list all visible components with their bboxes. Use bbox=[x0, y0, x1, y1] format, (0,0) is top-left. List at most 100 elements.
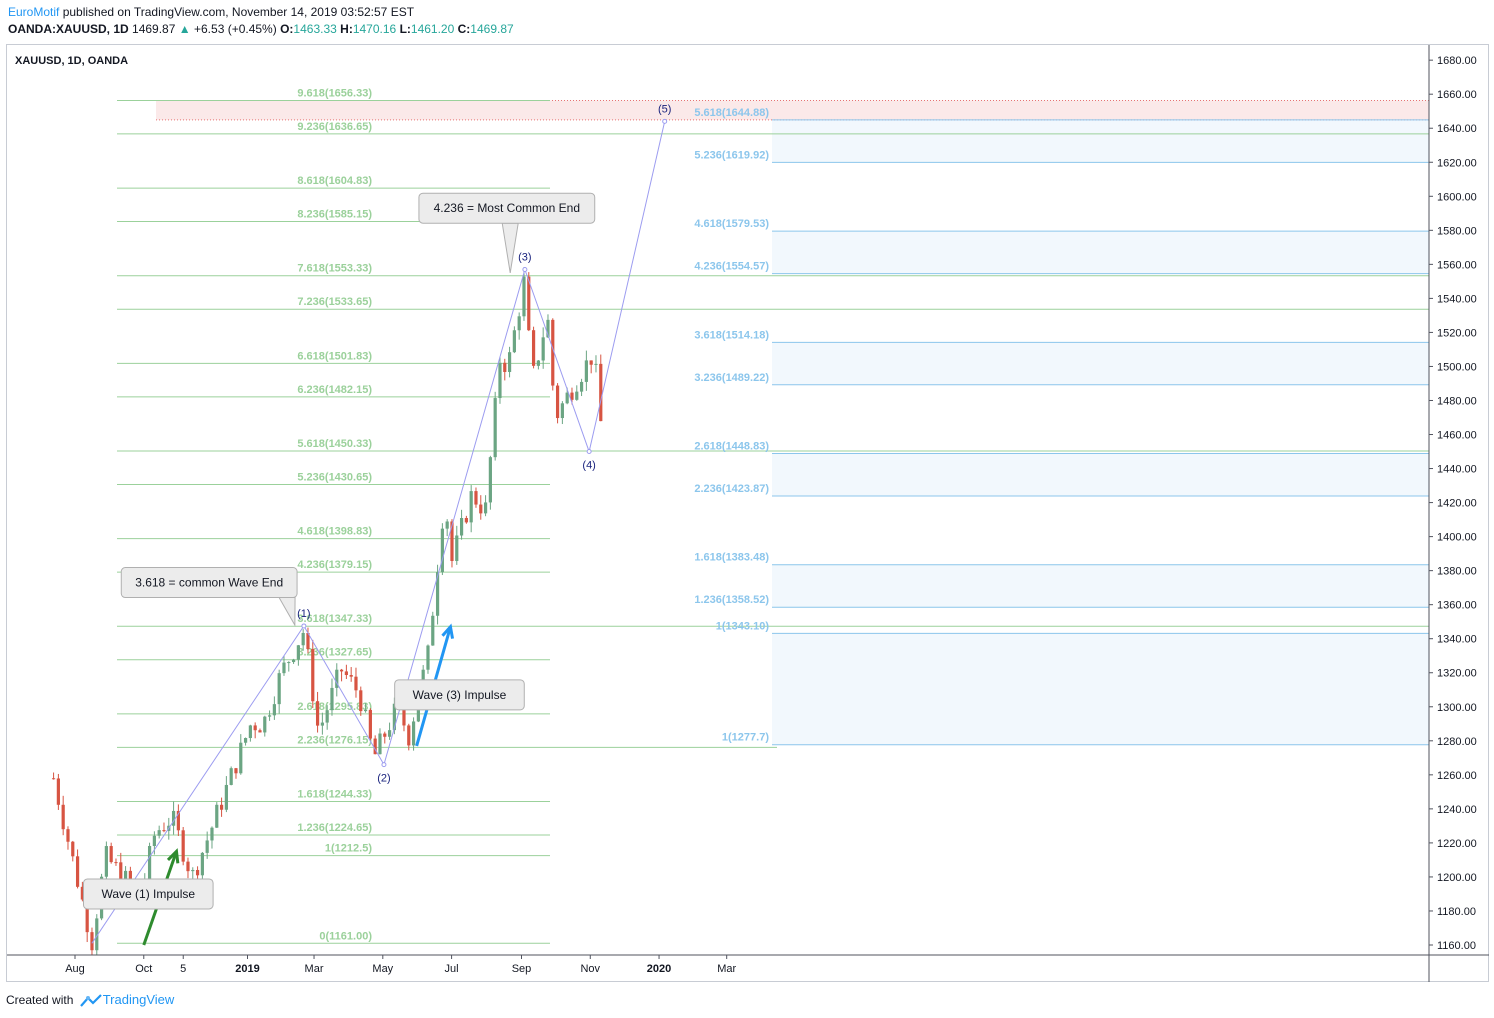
candle-down bbox=[368, 709, 372, 739]
candle-down bbox=[51, 778, 56, 780]
candle-down bbox=[195, 869, 200, 876]
candle-up bbox=[239, 742, 243, 774]
callout-text: 4.236 = Most Common End bbox=[434, 201, 580, 215]
fib-left-label: 9.618(1656.33) bbox=[297, 87, 372, 99]
wave-point[interactable] bbox=[522, 266, 528, 272]
candle-down bbox=[181, 830, 185, 862]
candle-up bbox=[392, 703, 396, 731]
candle-down bbox=[80, 886, 84, 900]
wave-label: (2) bbox=[377, 773, 390, 785]
low-value: 1461.20 bbox=[410, 22, 455, 36]
price-tick-label: 1660.00 bbox=[1437, 89, 1477, 101]
fib-right-label: 1.618(1383.48) bbox=[694, 552, 769, 564]
created-with-text: Created with bbox=[6, 993, 74, 1007]
wave-point[interactable] bbox=[662, 118, 668, 124]
fib-left-label: 4.236(1379.15) bbox=[297, 559, 372, 571]
fib-left-label: 7.618(1553.33) bbox=[297, 263, 372, 275]
candle-down bbox=[474, 491, 478, 505]
candle-up bbox=[287, 662, 291, 664]
candle-up bbox=[488, 457, 492, 503]
fib-right-label: 2.236(1423.87) bbox=[694, 483, 769, 495]
low-label: L: bbox=[399, 22, 411, 36]
candles bbox=[51, 267, 603, 955]
candle-up bbox=[426, 645, 430, 670]
wave-point[interactable] bbox=[301, 623, 307, 629]
time-tick-label: 2020 bbox=[647, 963, 671, 975]
candle-up bbox=[455, 535, 459, 562]
candle-up bbox=[263, 716, 267, 733]
price-tick-label: 1260.00 bbox=[1437, 770, 1477, 782]
candle-up bbox=[517, 316, 521, 331]
fib-right-label: 5.236(1619.92) bbox=[694, 149, 769, 161]
candle-down bbox=[555, 385, 560, 419]
time-tick-label: Mar bbox=[305, 963, 324, 975]
candle-down bbox=[234, 768, 238, 774]
price-change: +6.53 (+0.45%) bbox=[194, 22, 277, 36]
fib-left-label: 0(1161.00) bbox=[319, 930, 372, 942]
elliott-wave-line[interactable] bbox=[91, 121, 666, 944]
price-tick-label: 1160.00 bbox=[1437, 940, 1476, 952]
annotation-callout[interactable]: Wave (3) Impulse bbox=[394, 679, 525, 711]
candle-up bbox=[320, 722, 324, 726]
price-tick-label: 1560.00 bbox=[1437, 259, 1477, 271]
tradingview-logo-icon bbox=[79, 994, 102, 1008]
candle-up bbox=[546, 319, 550, 338]
high-value: 1470.16 bbox=[352, 22, 397, 36]
candle-up bbox=[291, 659, 296, 663]
annotation-callout[interactable]: 4.236 = Most Common End bbox=[418, 192, 596, 273]
candle-up bbox=[565, 392, 569, 404]
blue-arrow-head-icon bbox=[441, 623, 455, 639]
price-tick-label: 1280.00 bbox=[1437, 736, 1477, 748]
candle-up bbox=[301, 632, 305, 646]
green-arrow-head-icon bbox=[166, 848, 180, 864]
candle-up bbox=[224, 784, 228, 810]
candle-up bbox=[411, 721, 416, 746]
chart-frame[interactable] bbox=[6, 44, 1489, 982]
fib-left-label: 7.236(1533.65) bbox=[297, 296, 372, 308]
time-tick-label: Jul bbox=[445, 963, 459, 975]
callout-fill bbox=[395, 680, 524, 709]
candle-down bbox=[176, 810, 180, 831]
plot-area[interactable]: 9.618(1656.33) 9.236(1636.65) 8.618(1604.8… bbox=[51, 87, 1429, 960]
candle-up bbox=[575, 391, 579, 400]
candle-up bbox=[445, 521, 449, 529]
candle-up bbox=[378, 733, 382, 755]
open-label: O: bbox=[280, 22, 294, 36]
price-tick-label: 1440.00 bbox=[1437, 464, 1477, 476]
tradingview-brand[interactable]: TradingView bbox=[102, 992, 175, 1007]
annotation-callout[interactable]: Wave (1) Impulse bbox=[82, 878, 214, 910]
wave-point[interactable] bbox=[381, 762, 387, 768]
candle-up bbox=[594, 363, 598, 365]
fib-left-label: 3.236(1327.65) bbox=[297, 647, 372, 659]
candle-down bbox=[90, 932, 94, 951]
wave-label: (5) bbox=[658, 103, 671, 115]
author-link[interactable]: EuroMotif bbox=[8, 5, 60, 19]
candle-up bbox=[171, 810, 176, 826]
candle-down bbox=[407, 725, 411, 746]
callout-text: 3.618 = common Wave End bbox=[135, 576, 283, 590]
candle-down bbox=[570, 392, 574, 400]
candle-down bbox=[75, 856, 80, 887]
wave-label: (3) bbox=[518, 251, 531, 263]
annotation-callout[interactable]: 3.618 = common Wave End bbox=[120, 567, 298, 627]
candle-down bbox=[315, 701, 320, 726]
candle-down bbox=[373, 738, 377, 755]
price-tick-label: 1240.00 bbox=[1437, 804, 1477, 816]
candle-up bbox=[248, 725, 252, 739]
candle-down bbox=[56, 778, 60, 805]
candle-up bbox=[243, 738, 248, 743]
candle-down bbox=[253, 725, 257, 731]
candle-down bbox=[162, 830, 166, 832]
wave-point[interactable] bbox=[586, 449, 592, 455]
candle-up bbox=[493, 398, 497, 458]
candle-down bbox=[551, 319, 555, 386]
callout-fill bbox=[122, 568, 297, 597]
candle-down bbox=[114, 862, 118, 864]
candle-up bbox=[507, 352, 512, 372]
fib-right-label: 1(1343.10) bbox=[716, 620, 770, 632]
price-tick-label: 1580.00 bbox=[1437, 225, 1477, 237]
time-tick-label: 5 bbox=[180, 963, 186, 975]
fib-left-label: 8.236(1585.15) bbox=[297, 209, 372, 221]
published-text: published on TradingView.com, November 1… bbox=[59, 5, 415, 19]
